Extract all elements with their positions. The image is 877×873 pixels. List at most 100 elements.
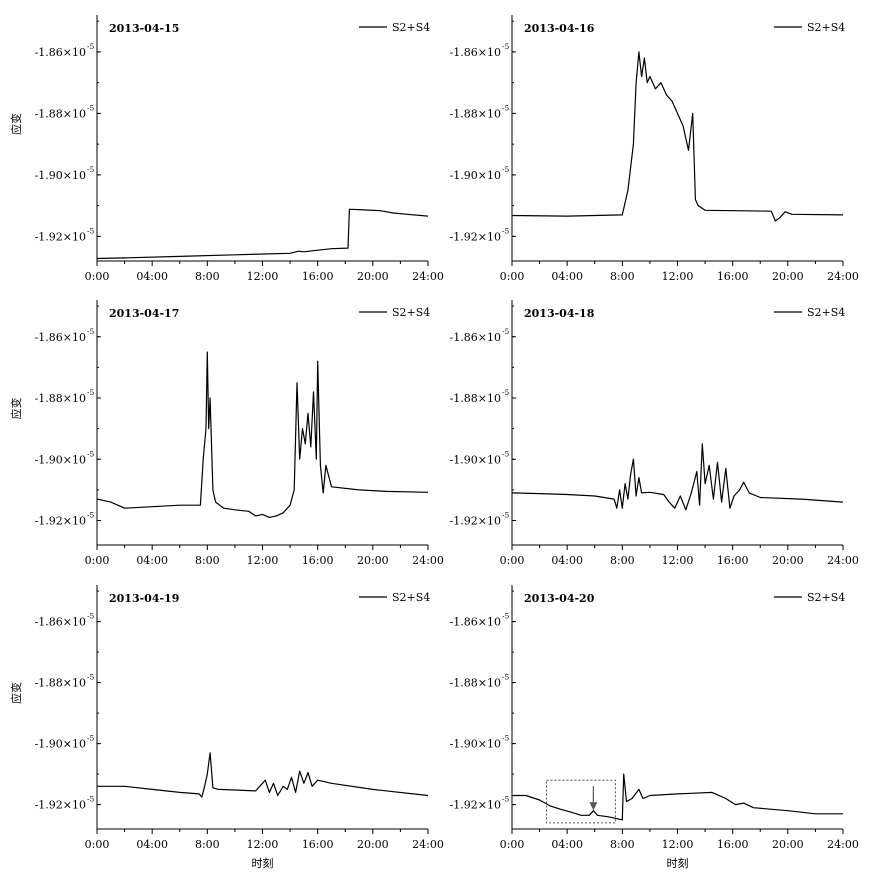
x-tick-label: 16:00 — [717, 838, 749, 851]
y-tick-label: -1.88×10 — [35, 107, 86, 120]
y-tick-label: -1.90×10 — [35, 169, 86, 182]
y-tick-label: -1.86×10 — [450, 46, 501, 59]
legend-label: S2+S4 — [392, 306, 430, 319]
y-tick-label: -1.90×10 — [450, 738, 501, 751]
y-tick-label: -1.92×10 — [35, 230, 86, 243]
chart-panel-2: -1.86×10 -5-1.88×10 -5-1.90×10 -5-1.92×10 -5… — [450, 15, 859, 283]
y-tick-label: -1.86×10 — [35, 616, 86, 629]
y-tick-exponent: -5 — [502, 103, 510, 112]
x-axis-title: 时刻 — [667, 856, 689, 870]
series-line-s2-s4 — [96, 351, 429, 518]
chart-panel-5: -1.86×10 -5-1.88×10 -5-1.90×10 -5-1.92×10 -5… — [9, 585, 444, 870]
legend-label: S2+S4 — [392, 21, 430, 34]
x-tick-label: 12:00 — [247, 270, 279, 283]
x-tick-label: 04:00 — [136, 270, 168, 283]
x-tick-label: 8:00 — [610, 838, 635, 851]
y-tick-label: -1.92×10 — [450, 515, 501, 528]
y-tick-exponent: -5 — [502, 612, 510, 621]
x-tick-label: 24:00 — [827, 838, 859, 851]
y-tick-label: -1.92×10 — [35, 515, 86, 528]
series-line-s2-s4 — [511, 51, 844, 222]
chart-panel-3: -1.86×10 -5-1.88×10 -5-1.90×10 -5-1.92×10 -5… — [9, 300, 444, 567]
panel-date-label: 2013-04-18 — [524, 307, 595, 320]
y-tick-exponent: -5 — [87, 165, 95, 174]
x-tick-label: 8:00 — [610, 270, 635, 283]
y-tick-exponent: -5 — [502, 673, 510, 682]
x-tick-label: 16:00 — [302, 838, 334, 851]
y-tick-label: -1.90×10 — [35, 453, 86, 466]
y-tick-label: -1.88×10 — [450, 677, 501, 690]
x-tick-label: 16:00 — [717, 270, 749, 283]
x-tick-label: 8:00 — [195, 838, 220, 851]
chart-panel-4: -1.86×10 -5-1.88×10 -5-1.90×10 -5-1.92×10 -5… — [450, 300, 859, 567]
y-tick-exponent: -5 — [87, 612, 95, 621]
legend-label: S2+S4 — [807, 21, 845, 34]
y-tick-label: -1.88×10 — [450, 107, 501, 120]
x-tick-label: 24:00 — [412, 554, 444, 567]
y-tick-label: -1.90×10 — [450, 453, 501, 466]
y-tick-label: -1.92×10 — [450, 799, 501, 812]
x-tick-label: 16:00 — [302, 554, 334, 567]
y-tick-label: -1.90×10 — [35, 738, 86, 751]
x-tick-label: 16:00 — [717, 554, 749, 567]
y-tick-exponent: -5 — [87, 673, 95, 682]
x-tick-label: 24:00 — [412, 270, 444, 283]
chart-panel-1: -1.86×10 -5-1.88×10 -5-1.90×10 -5-1.92×10 -5… — [9, 15, 444, 283]
x-tick-label: 04:00 — [136, 554, 168, 567]
y-tick-exponent: -5 — [87, 388, 95, 397]
y-tick-label: -1.86×10 — [450, 331, 501, 344]
y-tick-label: -1.92×10 — [35, 799, 86, 812]
x-tick-label: 24:00 — [827, 270, 859, 283]
x-tick-label: 12:00 — [247, 838, 279, 851]
x-tick-label: 0:00 — [500, 270, 525, 283]
y-axis-title: 应变 — [9, 398, 23, 420]
x-tick-label: 20:00 — [357, 838, 389, 851]
series-line-s2-s4 — [512, 773, 843, 821]
x-tick-label: 04:00 — [551, 838, 583, 851]
x-tick-label: 0:00 — [85, 554, 110, 567]
x-tick-label: 04:00 — [136, 838, 168, 851]
arrow-head-icon — [589, 802, 598, 811]
panel-date-label: 2013-04-19 — [109, 592, 179, 605]
y-tick-label: -1.92×10 — [450, 230, 501, 243]
y-tick-label: -1.86×10 — [35, 331, 86, 344]
x-axis-title: 时刻 — [252, 856, 274, 870]
x-tick-label: 0:00 — [85, 838, 110, 851]
panel-date-label: 2013-04-15 — [109, 22, 179, 35]
y-axis-title: 应变 — [9, 682, 23, 704]
y-tick-exponent: -5 — [87, 449, 95, 458]
x-tick-label: 8:00 — [195, 554, 220, 567]
y-tick-exponent: -5 — [87, 226, 95, 235]
x-tick-label: 16:00 — [302, 270, 334, 283]
legend-label: S2+S4 — [807, 591, 845, 604]
y-tick-label: -1.88×10 — [35, 677, 86, 690]
y-tick-label: -1.88×10 — [450, 392, 501, 405]
legend-label: S2+S4 — [807, 306, 845, 319]
legend-label: S2+S4 — [392, 591, 430, 604]
y-tick-exponent: -5 — [87, 42, 95, 51]
y-tick-exponent: -5 — [502, 795, 510, 804]
y-tick-exponent: -5 — [87, 734, 95, 743]
y-tick-label: -1.90×10 — [450, 169, 501, 182]
series-line-s2-s4 — [96, 208, 429, 260]
y-tick-exponent: -5 — [502, 42, 510, 51]
y-tick-exponent: -5 — [502, 388, 510, 397]
x-tick-label: 8:00 — [610, 554, 635, 567]
x-tick-label: 20:00 — [357, 270, 389, 283]
x-tick-label: 0:00 — [500, 554, 525, 567]
y-tick-exponent: -5 — [502, 165, 510, 174]
x-tick-label: 12:00 — [662, 838, 694, 851]
chart-panel-6: -1.86×10 -5-1.88×10 -5-1.90×10 -5-1.92×10 -5… — [450, 585, 859, 870]
panel-date-label: 2013-04-20 — [524, 592, 595, 605]
x-tick-label: 20:00 — [357, 554, 389, 567]
highlight-box — [545, 779, 616, 824]
x-tick-label: 0:00 — [500, 838, 525, 851]
series-line-s2-s4 — [511, 443, 844, 511]
x-tick-label: 20:00 — [772, 270, 804, 283]
y-tick-exponent: -5 — [87, 327, 95, 336]
y-tick-exponent: -5 — [502, 327, 510, 336]
x-tick-label: 20:00 — [772, 838, 804, 851]
x-tick-label: 0:00 — [85, 270, 110, 283]
y-tick-exponent: -5 — [502, 226, 510, 235]
